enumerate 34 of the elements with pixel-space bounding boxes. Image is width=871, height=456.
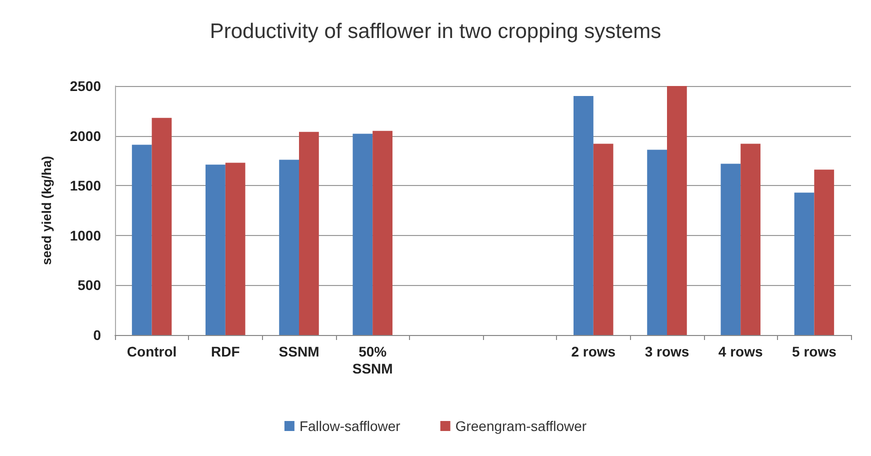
bar — [279, 160, 299, 335]
bar — [225, 162, 246, 335]
bar — [372, 130, 392, 335]
bar — [152, 118, 172, 335]
y-tick-label: 0 — [93, 327, 102, 343]
x-tick-label: 50% SSNM — [352, 344, 393, 376]
bar — [794, 192, 814, 335]
bar — [574, 96, 594, 335]
bar — [667, 86, 687, 335]
legend-label: Greengram-safflower — [455, 418, 587, 434]
y-tick-label: 2500 — [70, 78, 102, 94]
x-tick-label: 2 rows — [571, 344, 616, 360]
y-tick-label: 1500 — [70, 178, 102, 194]
x-tick-label: SSNM — [278, 344, 320, 360]
bar — [720, 164, 741, 335]
x-tick-label: RDF — [211, 344, 240, 360]
bar — [814, 170, 834, 335]
y-axis-title: seed yield (kg/ha) — [39, 156, 54, 266]
chart-title: Productivity of safflower in two cropping systems — [210, 20, 662, 43]
bar — [740, 144, 760, 335]
bar — [299, 132, 319, 335]
bar — [352, 134, 373, 335]
y-tick-label: 500 — [78, 277, 102, 294]
bar — [647, 150, 667, 335]
bar — [132, 144, 152, 335]
bar — [593, 144, 614, 335]
y-tick-label: 1000 — [70, 227, 102, 244]
x-tick-label: 5 rows — [792, 344, 837, 360]
legend-label: Fallow-safflower — [299, 418, 401, 434]
y-tick-label: 2000 — [70, 128, 102, 144]
x-tick-label: Control — [126, 344, 177, 360]
x-tick-label: 3 rows — [644, 344, 690, 360]
bar — [206, 164, 226, 335]
x-tick-label: 4 rows — [718, 344, 763, 360]
